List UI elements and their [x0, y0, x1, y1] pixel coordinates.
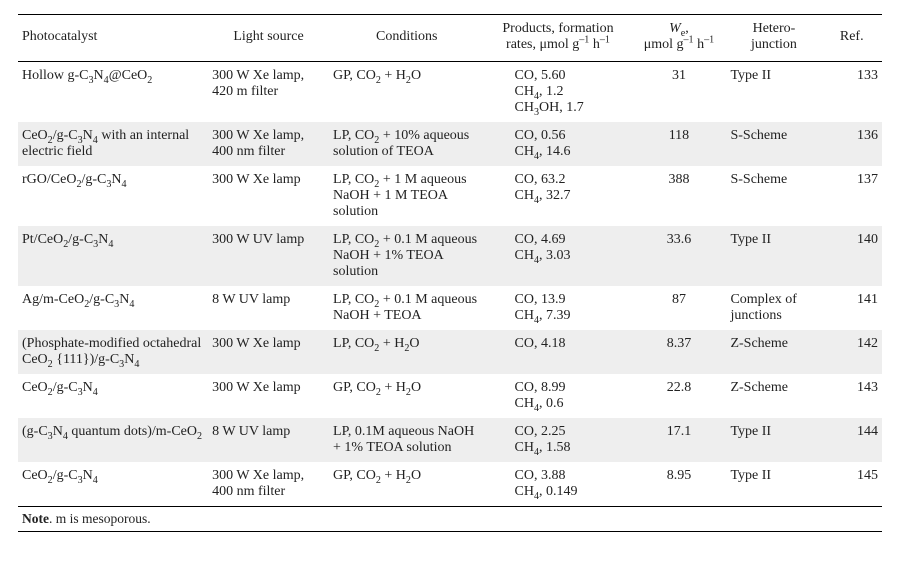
cell-hj: Type II — [726, 62, 821, 123]
cell-cond: LP, CO2 + 10% aqueous solution of TEOA — [329, 122, 485, 166]
cell-ref: 140 — [821, 226, 882, 286]
table-row: CeO2/g-C3N4300 W Xe lamp, 400 nm filterG… — [18, 462, 882, 507]
cell-cond: GP, CO2 + H2O — [329, 374, 485, 418]
cell-we: 8.95 — [631, 462, 726, 507]
cell-photocatalyst: (g-C3N4 quantum dots)/m-CeO2 — [18, 418, 208, 462]
cell-photocatalyst: Ag/m-CeO2/g-C3N4 — [18, 286, 208, 330]
cell-prod: CO, 0.56CH4, 14.6 — [485, 122, 632, 166]
cell-photocatalyst: CeO2/g-C3N4 with an internal electric fi… — [18, 122, 208, 166]
cell-photocatalyst: rGO/CeO2/g-C3N4 — [18, 166, 208, 226]
table-row: Ag/m-CeO2/g-C3N48 W UV lampLP, CO2 + 0.1… — [18, 286, 882, 330]
cell-we: 17.1 — [631, 418, 726, 462]
table-row: CeO2/g-C3N4300 W Xe lampGP, CO2 + H2OCO,… — [18, 374, 882, 418]
cell-hj: Type II — [726, 226, 821, 286]
cell-we: 33.6 — [631, 226, 726, 286]
cell-photocatalyst: Hollow g-C3N4@CeO2 — [18, 62, 208, 123]
table-row: (g-C3N4 quantum dots)/m-CeO28 W UV lampL… — [18, 418, 882, 462]
cell-cond: LP, CO2 + H2O — [329, 330, 485, 374]
cell-cond: GP, CO2 + H2O — [329, 62, 485, 123]
cell-hj: S-Scheme — [726, 166, 821, 226]
cell-ref: 137 — [821, 166, 882, 226]
cell-cond: LP, CO2 + 0.1 M aqueous NaOH + TEOA — [329, 286, 485, 330]
cell-light: 300 W Xe lamp — [208, 374, 329, 418]
cell-ref: 142 — [821, 330, 882, 374]
cell-ref: 141 — [821, 286, 882, 330]
cell-photocatalyst: Pt/CeO2/g-C3N4 — [18, 226, 208, 286]
cell-light: 300 W Xe lamp, 420 m filter — [208, 62, 329, 123]
cell-hj: S-Scheme — [726, 122, 821, 166]
col-cond: Conditions — [329, 15, 485, 62]
cell-prod: CO, 5.60CH4, 1.2CH3OH, 1.7 — [485, 62, 632, 123]
cell-prod: CO, 2.25CH4, 1.58 — [485, 418, 632, 462]
cell-photocatalyst: CeO2/g-C3N4 — [18, 462, 208, 507]
table-note-row: Note. m is mesoporous. — [18, 507, 882, 532]
cell-prod: CO, 4.18 — [485, 330, 632, 374]
cell-light: 8 W UV lamp — [208, 286, 329, 330]
table-row: (Phosphate-modified octahedral CeO2 {111… — [18, 330, 882, 374]
cell-prod: CO, 4.69CH4, 3.03 — [485, 226, 632, 286]
cell-ref: 136 — [821, 122, 882, 166]
cell-light: 300 W Xe lamp, 400 nm filter — [208, 462, 329, 507]
cell-hj: Complex of junctions — [726, 286, 821, 330]
cell-prod: CO, 63.2CH4, 32.7 — [485, 166, 632, 226]
cell-prod: CO, 13.9CH4, 7.39 — [485, 286, 632, 330]
cell-cond: LP, 0.1M aqueous NaOH + 1% TEOA solution — [329, 418, 485, 462]
cell-photocatalyst: (Phosphate-modified octahedral CeO2 {111… — [18, 330, 208, 374]
cell-cond: LP, CO2 + 0.1 M aqueous NaOH + 1% TEOA s… — [329, 226, 485, 286]
cell-light: 300 W UV lamp — [208, 226, 329, 286]
table-header-row: PhotocatalystLight sourceConditionsProdu… — [18, 15, 882, 62]
col-we: We,μmol g–1 h–1 — [631, 15, 726, 62]
cell-light: 300 W Xe lamp — [208, 330, 329, 374]
cell-ref: 145 — [821, 462, 882, 507]
table-note: Note. m is mesoporous. — [18, 507, 882, 532]
cell-we: 31 — [631, 62, 726, 123]
cell-light: 8 W UV lamp — [208, 418, 329, 462]
cell-we: 8.37 — [631, 330, 726, 374]
cell-cond: LP, CO2 + 1 M aqueous NaOH + 1 M TEOA so… — [329, 166, 485, 226]
col-prod: Products, formation rates, μmol g–1 h–1 — [485, 15, 632, 62]
table-row: Pt/CeO2/g-C3N4300 W UV lampLP, CO2 + 0.1… — [18, 226, 882, 286]
col-light: Light source — [208, 15, 329, 62]
cell-prod: CO, 8.99CH4, 0.6 — [485, 374, 632, 418]
cell-cond: GP, CO2 + H2O — [329, 462, 485, 507]
cell-we: 118 — [631, 122, 726, 166]
cell-hj: Type II — [726, 418, 821, 462]
cell-light: 300 W Xe lamp, 400 nm filter — [208, 122, 329, 166]
cell-ref: 143 — [821, 374, 882, 418]
cell-ref: 144 — [821, 418, 882, 462]
table-row: CeO2/g-C3N4 with an internal electric fi… — [18, 122, 882, 166]
cell-we: 87 — [631, 286, 726, 330]
cell-ref: 133 — [821, 62, 882, 123]
cell-prod: CO, 3.88CH4, 0.149 — [485, 462, 632, 507]
cell-we: 388 — [631, 166, 726, 226]
cell-light: 300 W Xe lamp — [208, 166, 329, 226]
cell-hj: Z-Scheme — [726, 330, 821, 374]
col-photocatalyst: Photocatalyst — [18, 15, 208, 62]
table-row: rGO/CeO2/g-C3N4300 W Xe lampLP, CO2 + 1 … — [18, 166, 882, 226]
cell-hj: Type II — [726, 462, 821, 507]
cell-we: 22.8 — [631, 374, 726, 418]
cell-photocatalyst: CeO2/g-C3N4 — [18, 374, 208, 418]
cell-hj: Z-Scheme — [726, 374, 821, 418]
col-ref: Ref. — [821, 15, 882, 62]
col-hj: Hetero-junction — [726, 15, 821, 62]
photocatalyst-table: PhotocatalystLight sourceConditionsProdu… — [18, 14, 882, 532]
table-row: Hollow g-C3N4@CeO2300 W Xe lamp, 420 m f… — [18, 62, 882, 123]
